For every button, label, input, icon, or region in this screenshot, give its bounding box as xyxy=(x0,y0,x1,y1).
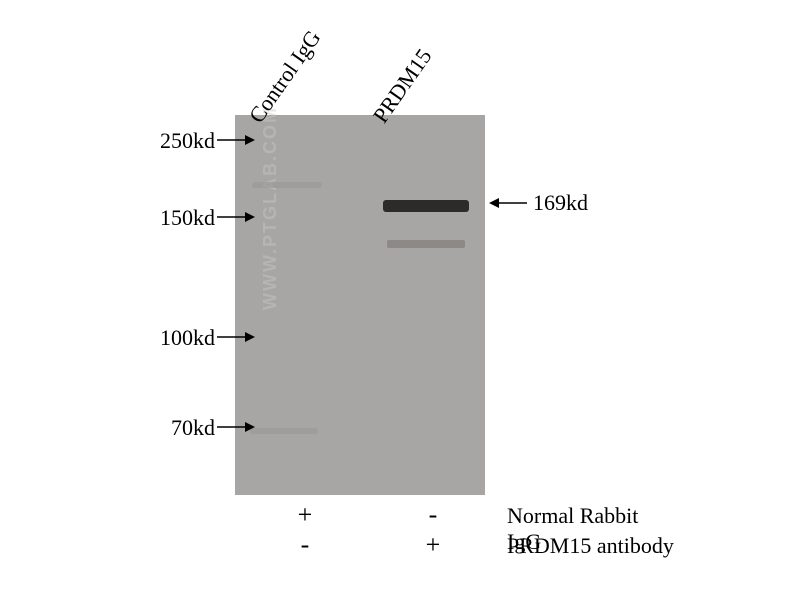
band-prdm15-lower xyxy=(387,240,465,248)
condition-normal-igg-lane2: - xyxy=(421,500,445,530)
mw-label-70kd: 70kd xyxy=(125,415,215,441)
mw-label-150kd: 150kd xyxy=(125,205,215,231)
condition-prdm15-ab-lane1: - xyxy=(293,530,317,560)
arrow-icon xyxy=(217,210,255,224)
band-prdm15-169kd xyxy=(383,200,469,212)
condition-prdm15-ab-lane2: + xyxy=(421,530,445,560)
lane-label-control-igg: Control IgG xyxy=(244,25,327,128)
band-control-faint-upper xyxy=(252,182,322,188)
target-band-label: 169kd xyxy=(533,190,588,216)
arrow-icon xyxy=(489,196,527,210)
western-blot-figure: WWW.PTGLAB.COM Control IgG PRDM15 250kd … xyxy=(125,30,675,570)
arrow-icon xyxy=(217,133,255,147)
arrow-icon xyxy=(217,330,255,344)
condition-normal-igg-lane1: + xyxy=(293,500,317,530)
condition-label-prdm15-ab: PRDM15 antibody xyxy=(507,533,674,559)
mw-label-250kd: 250kd xyxy=(125,128,215,154)
arrow-icon xyxy=(217,420,255,434)
watermark-text: WWW.PTGLAB.COM xyxy=(260,106,281,310)
mw-label-100kd: 100kd xyxy=(125,325,215,351)
band-control-faint-lower xyxy=(250,428,318,434)
